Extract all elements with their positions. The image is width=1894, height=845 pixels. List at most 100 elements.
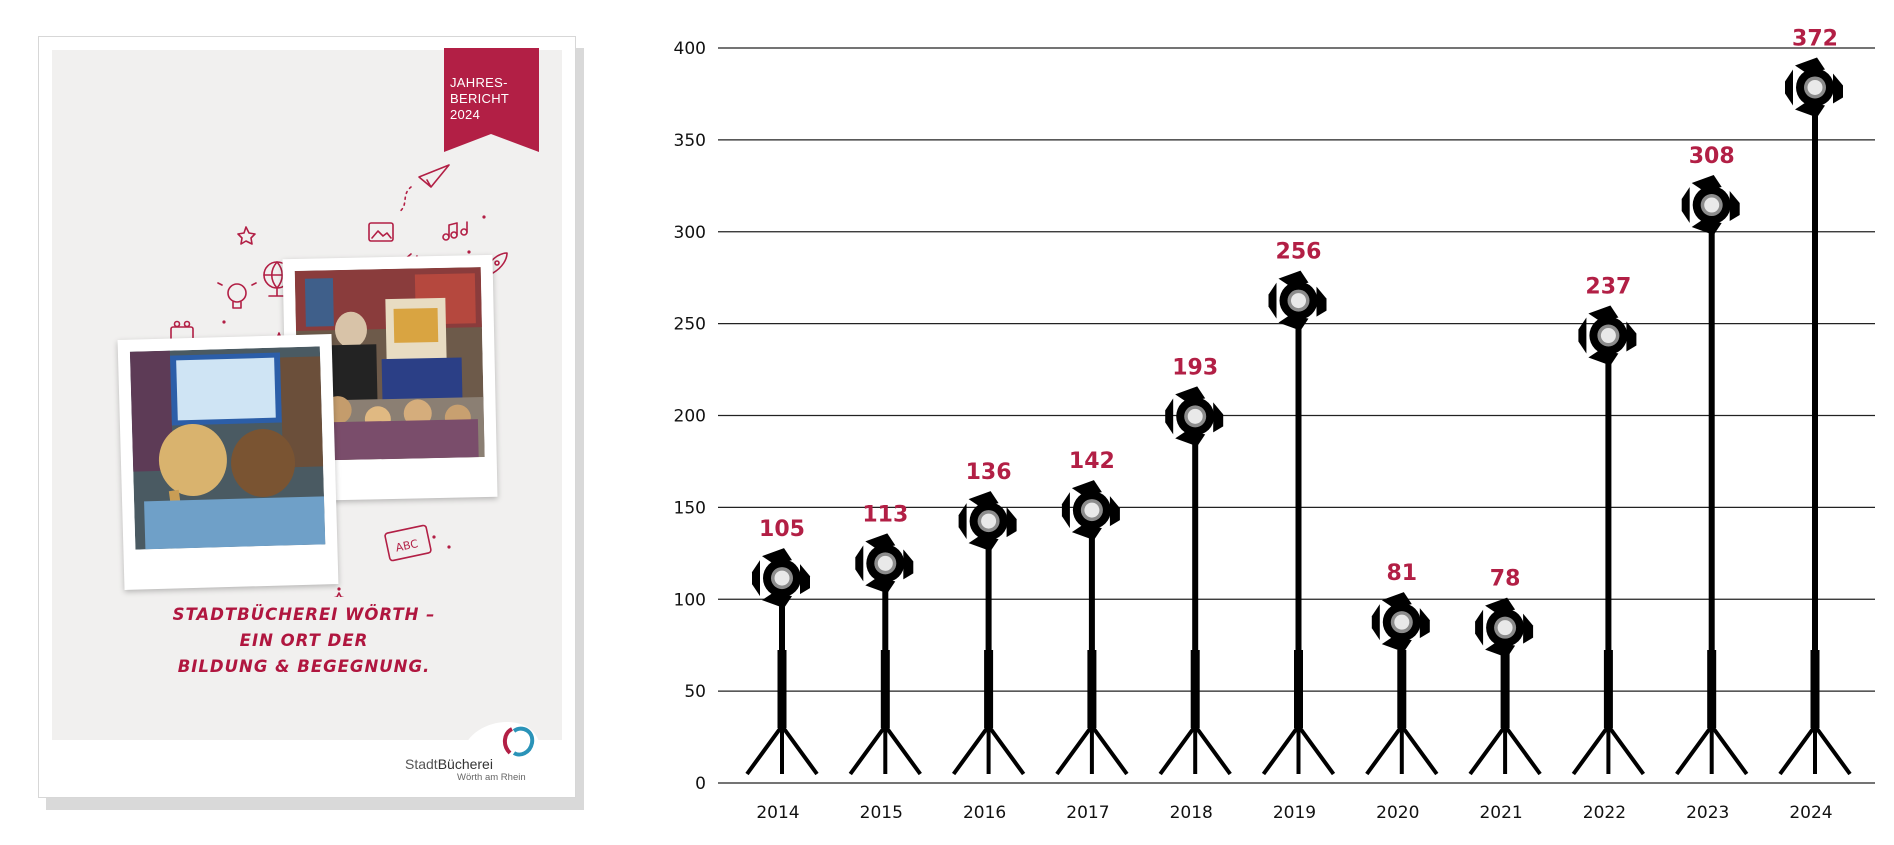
data-label: 105 — [759, 517, 805, 542]
barn-door-side — [1681, 187, 1690, 224]
bar-pole — [1192, 428, 1199, 652]
data-label: 372 — [1792, 26, 1838, 51]
x-tick-label: 2015 — [860, 803, 903, 823]
y-tick-label: 350 — [674, 131, 706, 151]
lamp-lens — [981, 513, 997, 529]
abc-board-icon: ABC — [384, 524, 432, 562]
lamp-body — [1833, 73, 1843, 104]
lamp-lens — [1084, 502, 1100, 518]
data-label: 237 — [1585, 275, 1631, 300]
lamp-body — [1419, 608, 1430, 639]
y-tick-label: 300 — [674, 223, 706, 243]
barn-door-side — [1061, 492, 1070, 529]
spotlight-head — [1475, 597, 1534, 658]
spotlight-head — [1268, 270, 1327, 331]
ribbon-line-1: JAHRES- — [450, 75, 508, 90]
barn-door-side — [855, 545, 864, 582]
tripod-lower-pole — [1707, 650, 1717, 728]
spotlight-bar — [1365, 592, 1439, 776]
tripod-lower-pole — [1500, 650, 1510, 728]
barn-door-side — [1165, 398, 1174, 435]
tripod-lower-pole — [1603, 650, 1613, 728]
cover-title-line-2: EIN ORT DER — [239, 631, 369, 650]
ribbon-label: JAHRES- BERICHT 2024 — [450, 75, 538, 123]
lightbulb-icon — [217, 282, 257, 309]
data-label: 256 — [1276, 240, 1322, 265]
cover-title-line-3: BILDUNG & BEGEGNUNG. — [177, 657, 431, 676]
tripod-lower-pole — [1397, 650, 1407, 728]
spotlight-bar — [1778, 57, 1852, 776]
spotlight-head — [1681, 175, 1740, 236]
spotlight-head — [1061, 480, 1120, 541]
bar-pole — [985, 533, 992, 652]
spotlight-head — [1165, 386, 1224, 447]
lamp-body — [1213, 402, 1224, 433]
spotlight-head — [1578, 305, 1637, 366]
bar-pole — [1708, 217, 1715, 653]
cover-title: STADTBÜCHEREI WÖRTH – EIN ORT DER BILDUN… — [139, 602, 469, 680]
tripod-lower-pole — [984, 650, 994, 728]
tripod-lower-pole — [1810, 650, 1820, 728]
spotlight-bar — [951, 491, 1026, 776]
tripod-lower-pole — [777, 650, 787, 728]
spotlight-bar — [1571, 305, 1646, 776]
lamp-lens — [1394, 614, 1410, 630]
library-logo-subtitle: Wörth am Rhein — [457, 772, 526, 783]
bar-pole — [882, 575, 889, 652]
spotlight-head — [855, 533, 914, 594]
ribbon-line-3: 2024 — [450, 107, 481, 122]
lamp-lens — [1807, 79, 1823, 95]
ribbon-bookmark — [444, 48, 539, 152]
y-tick-label: 100 — [674, 590, 706, 610]
lamp-lens — [877, 555, 893, 571]
paper-plane-icon — [398, 164, 450, 213]
x-tick-label: 2014 — [756, 803, 799, 823]
x-tick-label: 2017 — [1066, 803, 1109, 823]
lamp-body — [1316, 286, 1327, 317]
barn-door-side — [1475, 609, 1484, 646]
x-tick-label: 2019 — [1273, 803, 1316, 823]
lamp-lens — [774, 570, 790, 586]
lamp-lens — [1704, 197, 1720, 213]
data-label: 81 — [1386, 561, 1417, 586]
x-tick-label: 2016 — [963, 803, 1006, 823]
lamp-body — [903, 549, 914, 580]
lamp-body — [1523, 613, 1534, 644]
bar-pole — [1088, 522, 1095, 652]
bar-pole — [1295, 312, 1302, 652]
spotlight-bar — [745, 548, 819, 776]
barn-door-side — [958, 503, 967, 540]
x-tick-label: 2024 — [1789, 803, 1832, 823]
lamp-body — [1006, 507, 1017, 538]
library-logo-name: StadtBücherei — [405, 756, 493, 772]
y-tick-label: 200 — [674, 407, 706, 427]
photo-reading-session — [282, 254, 498, 502]
tripod-lower-pole — [880, 650, 890, 728]
barn-door-side — [1785, 69, 1793, 106]
logo-name-prefix: Stadt — [405, 756, 438, 772]
data-label: 78 — [1490, 567, 1521, 592]
data-label: 142 — [1069, 449, 1115, 474]
data-label: 193 — [1172, 355, 1218, 380]
spotlight-head — [958, 491, 1017, 552]
tripod-lower-pole — [1087, 650, 1097, 728]
x-tick-label: 2022 — [1583, 803, 1626, 823]
spotlight-bar — [1261, 270, 1336, 776]
spotlight-head — [752, 548, 810, 609]
y-tick-label: 0 — [695, 774, 706, 794]
library-logo-graphic — [462, 722, 542, 774]
star-icon — [237, 226, 256, 245]
bar-pole — [779, 590, 785, 652]
spotlight-head — [1371, 592, 1430, 653]
x-tick-label: 2018 — [1170, 803, 1213, 823]
bar-pole — [1605, 347, 1612, 652]
data-label: 136 — [966, 460, 1012, 485]
y-tick-label: 400 — [674, 39, 706, 59]
lamp-body — [1729, 191, 1740, 222]
barn-door-side — [1371, 604, 1380, 641]
image-icon — [368, 222, 394, 242]
y-tick-label: 150 — [674, 498, 706, 518]
lamp-body — [1626, 321, 1637, 352]
x-tick-label: 2020 — [1376, 803, 1419, 823]
